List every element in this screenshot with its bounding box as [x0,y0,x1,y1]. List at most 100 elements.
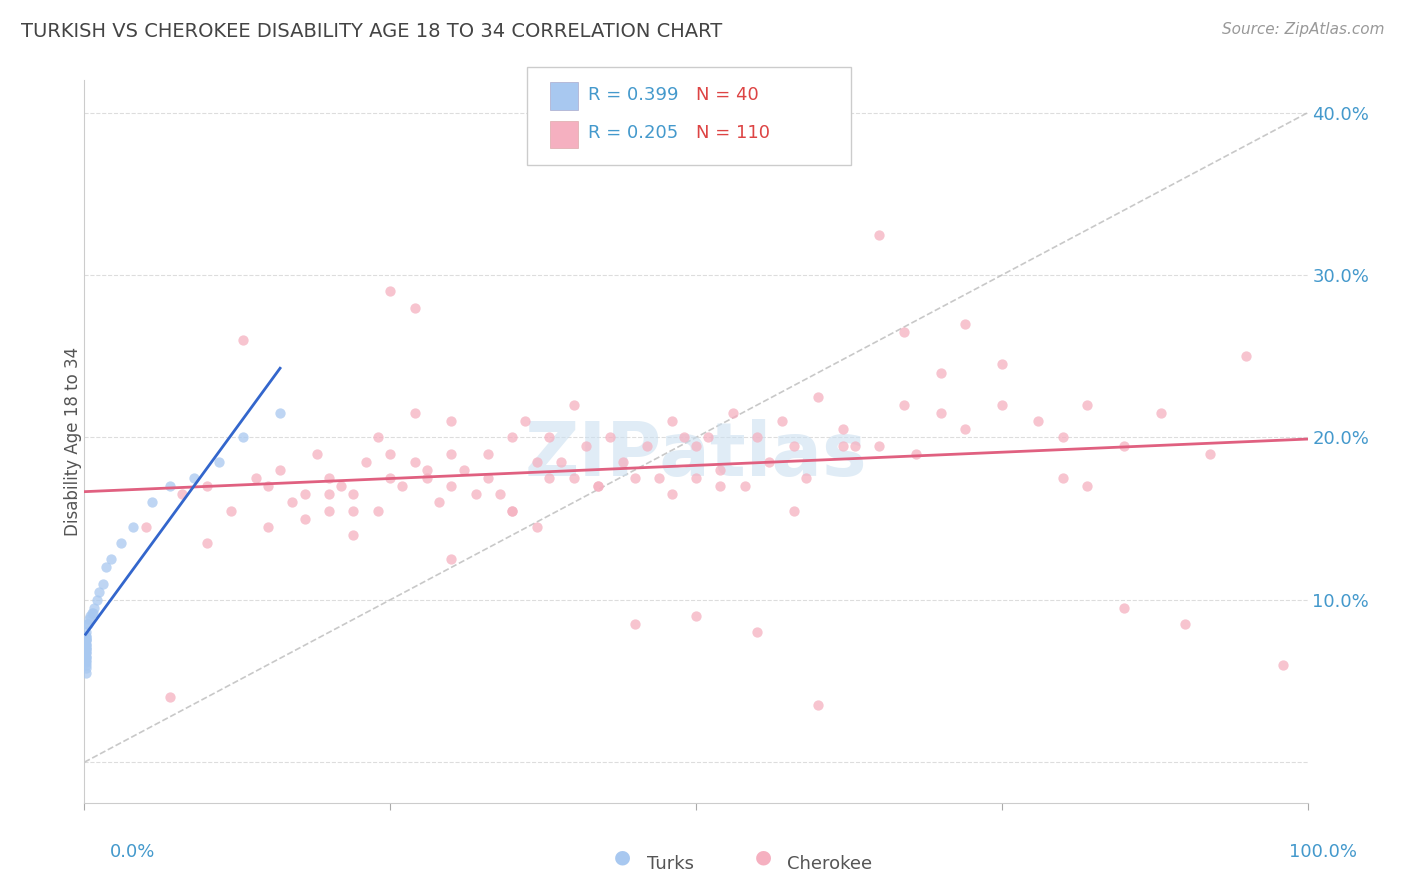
Text: ZIPatlas: ZIPatlas [524,419,868,492]
Point [636,439,658,453]
Point [758,455,780,469]
Point [440,414,463,428]
Point [110,536,132,550]
Point [697,430,720,444]
Point [208,455,231,469]
Point [1076,398,1098,412]
Point [734,479,756,493]
Text: 100.0%: 100.0% [1289,843,1357,861]
Point [1272,657,1295,672]
Point [562,398,585,412]
Point [1150,406,1173,420]
Text: R = 0.205: R = 0.205 [588,124,678,142]
Point [318,503,340,517]
Point [77,612,100,626]
Point [342,503,364,517]
Point [76,617,98,632]
Point [502,503,524,517]
Point [783,439,806,453]
Point [294,511,316,525]
Point [794,471,817,485]
Point [77,617,100,632]
Y-axis label: Disability Age 18 to 34: Disability Age 18 to 34 [65,347,82,536]
Point [440,552,463,566]
Point [538,471,561,485]
Point [83,601,105,615]
Point [135,520,157,534]
Text: 0.0%: 0.0% [110,843,155,861]
Text: ●: ● [614,847,631,866]
Point [269,463,291,477]
Point [75,661,97,675]
Point [75,645,97,659]
Point [575,439,598,453]
Point [586,479,609,493]
Point [75,630,97,644]
Text: TURKISH VS CHEROKEE DISABILITY AGE 18 TO 34 CORRELATION CHART: TURKISH VS CHEROKEE DISABILITY AGE 18 TO… [21,22,723,41]
Point [75,640,97,654]
Point [612,455,634,469]
Point [232,430,254,444]
Point [905,447,928,461]
Point [183,471,205,485]
Point [75,647,97,661]
Point [354,455,377,469]
Point [685,609,707,624]
Point [75,665,97,680]
Point [172,487,194,501]
Point [685,439,707,453]
Point [1198,447,1220,461]
Point [1114,601,1136,615]
Point [1076,479,1098,493]
Point [440,447,463,461]
Text: Source: ZipAtlas.com: Source: ZipAtlas.com [1222,22,1385,37]
Point [709,479,731,493]
Point [75,633,97,648]
Point [929,406,952,420]
Point [257,520,280,534]
Point [991,398,1014,412]
Text: Turks: Turks [647,855,693,872]
Text: R = 0.399: R = 0.399 [588,86,678,103]
Point [195,536,218,550]
Point [75,653,97,667]
Point [91,576,114,591]
Point [100,552,122,566]
Point [807,698,830,713]
Point [953,317,976,331]
Point [75,649,97,664]
Point [404,455,426,469]
Point [440,479,463,493]
Point [672,430,695,444]
Point [416,471,439,485]
Point [831,422,853,436]
Point [526,455,548,469]
Point [624,617,647,632]
Point [281,495,304,509]
Point [685,471,707,485]
Point [219,503,242,517]
Point [367,503,389,517]
Point [367,430,389,444]
Point [269,406,291,420]
Point [318,487,340,501]
Text: N = 110: N = 110 [696,124,770,142]
Point [624,471,647,485]
Point [1052,471,1074,485]
Point [87,584,110,599]
Point [318,471,340,485]
Text: ●: ● [755,847,772,866]
Point [661,487,683,501]
Point [86,592,108,607]
Point [330,479,353,493]
Point [747,430,769,444]
Point [648,471,671,485]
Point [342,528,364,542]
Point [747,625,769,640]
Point [513,414,536,428]
Point [75,641,97,656]
Point [195,479,218,493]
Point [893,398,915,412]
Point [550,455,572,469]
Point [416,463,439,477]
